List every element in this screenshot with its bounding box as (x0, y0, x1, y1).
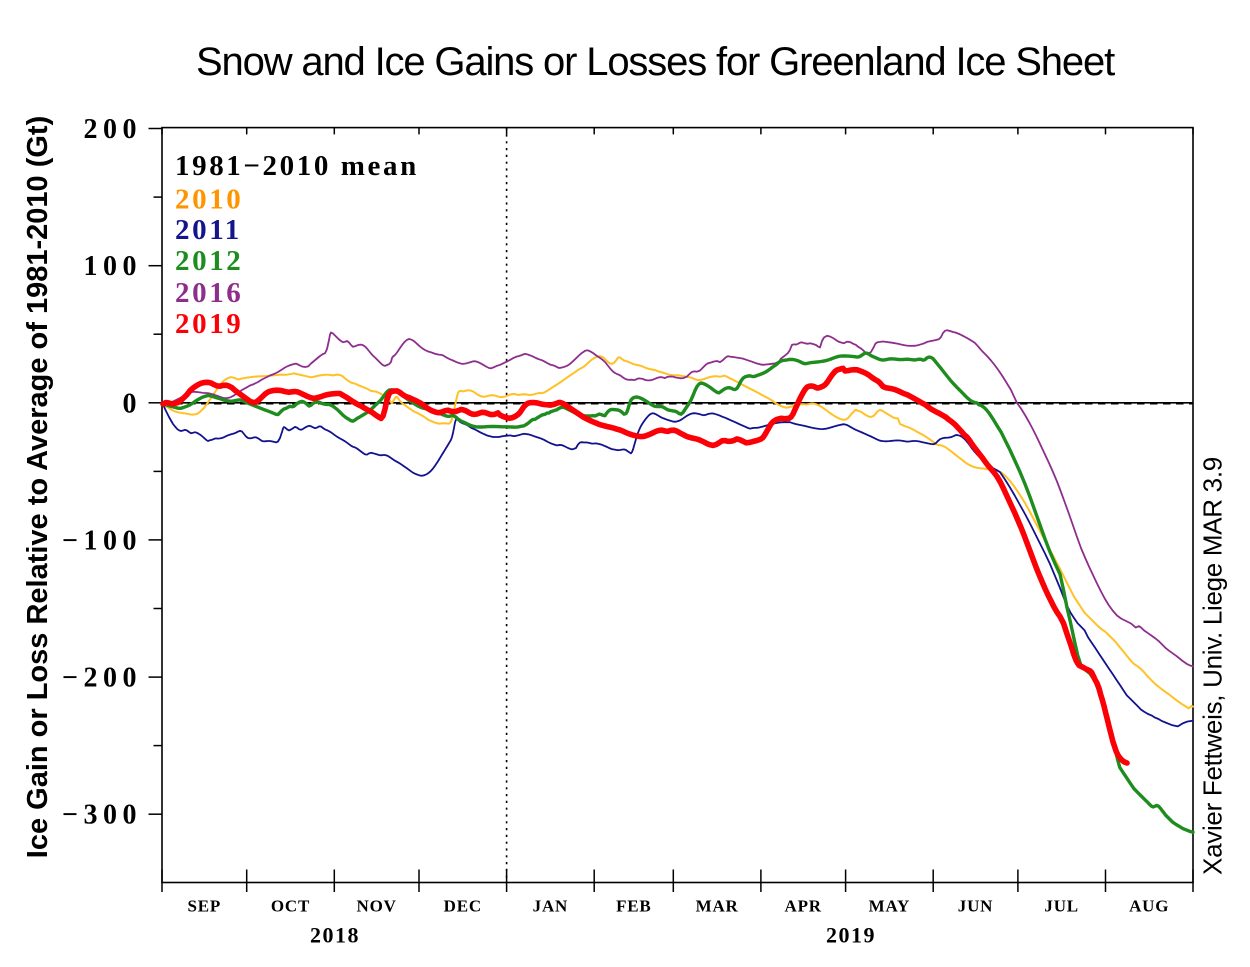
svg-text:2016: 2016 (175, 277, 243, 309)
svg-text:1981−2010 mean: 1981−2010 mean (175, 150, 419, 182)
svg-text:−100: −100 (62, 525, 142, 556)
svg-text:200: 200 (84, 114, 143, 145)
svg-text:100: 100 (84, 251, 143, 282)
svg-text:AUG: AUG (1129, 897, 1169, 916)
svg-text:DEC: DEC (444, 897, 482, 916)
svg-text:−200: −200 (62, 663, 142, 694)
svg-text:2018: 2018 (310, 923, 360, 948)
svg-text:2012: 2012 (175, 245, 243, 277)
svg-text:Ice Gain or Loss Relative to A: Ice Gain or Loss Relative to Average of … (22, 116, 54, 858)
svg-text:SEP: SEP (188, 897, 222, 916)
svg-text:FEB: FEB (616, 897, 651, 916)
svg-text:MAR: MAR (696, 897, 739, 916)
svg-text:2011: 2011 (175, 214, 242, 246)
svg-text:−300: −300 (62, 800, 142, 831)
svg-text:Snow and Ice Gains or Losses f: Snow and Ice Gains or Losses for Greenla… (196, 40, 1115, 84)
svg-text:2010: 2010 (175, 184, 243, 216)
svg-text:OCT: OCT (271, 897, 310, 916)
svg-text:Xavier Fettweis, Univ. Liege: Xavier Fettweis, Univ. Liege MAR 3.9 (1198, 457, 1228, 875)
svg-text:2019: 2019 (175, 308, 243, 340)
svg-text:JUN: JUN (958, 897, 993, 916)
svg-text:NOV: NOV (357, 897, 397, 916)
svg-text:0: 0 (123, 388, 143, 419)
svg-text:JAN: JAN (533, 897, 568, 916)
svg-text:MAY: MAY (869, 897, 910, 916)
svg-text:JUL: JUL (1044, 897, 1079, 916)
svg-text:2019: 2019 (826, 923, 876, 948)
svg-text:APR: APR (785, 897, 822, 916)
